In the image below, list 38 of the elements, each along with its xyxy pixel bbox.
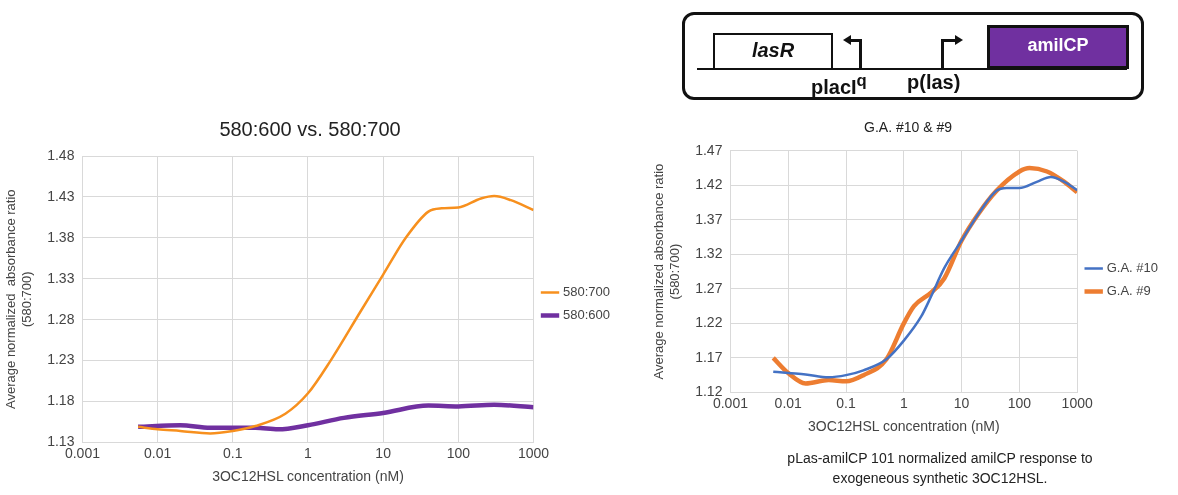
y-tick-label: 1.48 <box>47 146 75 163</box>
text: pLas-amilCP 101 normalized amilCP response to exogeneous synthetic 3OC12HSL. <box>786 449 1094 488</box>
y-tick-label: 1.28 <box>47 310 75 327</box>
y-tick-label: 1.32 <box>695 245 723 262</box>
x-axis-title: 3OC12HSL concentration (nM) <box>212 468 404 485</box>
x-tick-label: 0.1 <box>223 444 243 461</box>
x-tick-label: 1 <box>304 444 313 461</box>
chart-title: G.A. #10 & #9 <box>864 119 953 136</box>
y-tick-label: 1.43 <box>47 187 75 204</box>
x-axis-title: 3OC12HSL concentration (nM) <box>807 418 1000 435</box>
y-tick-label: 1.23 <box>47 351 75 368</box>
y-tick-label: 1.37 <box>695 210 723 227</box>
x-tick-label: 0.01 <box>144 444 172 461</box>
legend-label: 580:700 <box>563 284 611 300</box>
x-tick-label: 100 <box>446 444 471 461</box>
y-tick-label: 1.47 <box>695 141 723 158</box>
x-tick-label: 10 <box>953 394 970 411</box>
x-tick-label: 1000 <box>517 444 550 461</box>
legend-label: G.A. #9 <box>1106 283 1151 299</box>
legend-label: G.A. #10 <box>1106 260 1158 276</box>
chart-title: 580:600 vs. 580:700 <box>219 117 401 140</box>
y-tick-label: 1.17 <box>695 348 723 365</box>
x-tick-label: 1000 <box>1061 394 1093 411</box>
x-tick-label: 0.01 <box>774 394 803 411</box>
gene-construct-diagram: lasR placI$^{q}$ p(las) amilCP <box>682 12 1144 100</box>
y-axis-title: Average normalized absorbance ratio (580:700) <box>3 189 34 409</box>
x-tick-label: 1 <box>899 394 908 411</box>
y-tick-label: 1.27 <box>695 279 723 296</box>
y-tick-label: 1.33 <box>47 269 75 286</box>
y-axis-title: Average normalized absorbance ratio (580:700) <box>651 163 682 380</box>
y-tick-label: 1.18 <box>47 392 75 409</box>
x-tick-label: 10 <box>375 444 392 461</box>
x-tick-label: 0.1 <box>836 394 856 411</box>
y-tick-label: 1.38 <box>47 228 75 245</box>
legend-label: 580:600 <box>563 307 611 323</box>
x-tick-label: 100 <box>1007 394 1032 411</box>
y-tick-label: 1.22 <box>695 314 723 331</box>
y-tick-label: 1.42 <box>695 176 723 193</box>
